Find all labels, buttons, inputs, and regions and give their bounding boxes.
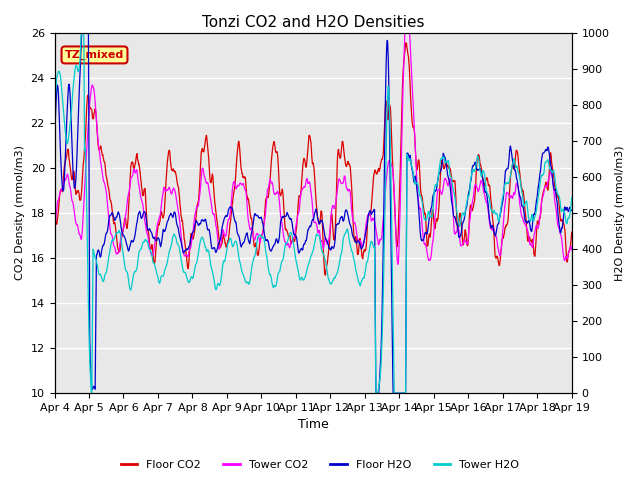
Tower H2O — [568, 195, 575, 201]
Floor H2O — [78, 30, 86, 36]
Tower CO2 — [394, 262, 402, 267]
Text: TZ_mixed: TZ_mixed — [65, 50, 124, 60]
Y-axis label: CO2 Density (mmol/m3): CO2 Density (mmol/m3) — [15, 145, 25, 280]
Floor H2O — [289, 224, 296, 229]
Line: Floor CO2: Floor CO2 — [54, 43, 572, 275]
Tower H2O — [77, 35, 84, 41]
Tower H2O — [88, 390, 95, 396]
Line: Tower H2O: Tower H2O — [54, 33, 572, 393]
Legend: Floor CO2, Tower CO2, Floor H2O, Tower H2O: Floor CO2, Tower CO2, Floor H2O, Tower H… — [116, 456, 524, 474]
Floor CO2 — [554, 193, 561, 199]
Tower CO2 — [553, 216, 561, 221]
Line: Floor H2O: Floor H2O — [54, 33, 572, 393]
X-axis label: Time: Time — [298, 419, 328, 432]
Y-axis label: H2O Density (mmol/m3): H2O Density (mmol/m3) — [615, 145, 625, 281]
Floor H2O — [303, 237, 310, 243]
Floor CO2 — [289, 239, 296, 245]
Tower CO2 — [302, 179, 310, 185]
Tower CO2 — [51, 225, 58, 231]
Floor H2O — [554, 200, 561, 205]
Tower H2O — [77, 30, 85, 36]
Floor H2O — [458, 221, 466, 227]
Tower CO2 — [568, 247, 575, 253]
Tower CO2 — [554, 217, 561, 223]
Line: Tower CO2: Tower CO2 — [54, 33, 572, 264]
Floor CO2 — [568, 229, 575, 235]
Floor H2O — [553, 198, 561, 204]
Tower H2O — [553, 189, 561, 194]
Floor H2O — [568, 208, 575, 214]
Floor CO2 — [321, 272, 329, 278]
Floor H2O — [77, 52, 84, 58]
Floor CO2 — [302, 164, 310, 170]
Floor CO2 — [403, 40, 410, 46]
Floor CO2 — [553, 194, 561, 200]
Tower CO2 — [289, 237, 296, 243]
Floor CO2 — [77, 195, 84, 201]
Floor CO2 — [51, 202, 58, 207]
Tower H2O — [289, 237, 297, 243]
Tower H2O — [51, 105, 58, 110]
Tower H2O — [303, 269, 310, 275]
Tower H2O — [554, 190, 561, 195]
Title: Tonzi CO2 and H2O Densities: Tonzi CO2 and H2O Densities — [202, 15, 424, 30]
Floor H2O — [372, 390, 380, 396]
Tower H2O — [458, 210, 466, 216]
Floor CO2 — [458, 234, 466, 240]
Tower CO2 — [458, 242, 466, 248]
Tower CO2 — [401, 30, 409, 36]
Floor H2O — [51, 134, 58, 140]
Tower CO2 — [77, 236, 84, 241]
